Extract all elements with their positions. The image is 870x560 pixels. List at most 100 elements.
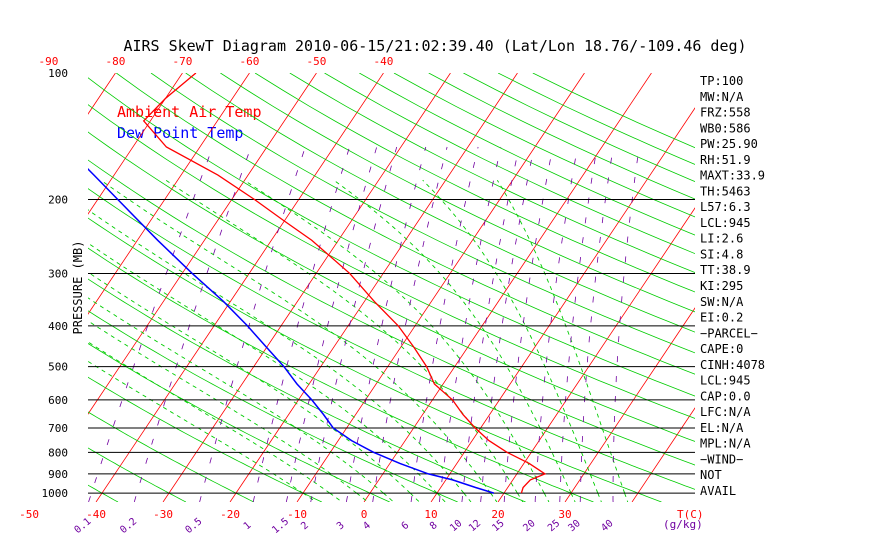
bottom-temp-tick-label: -50 [19, 508, 39, 521]
dry-adiabat-line [428, 73, 695, 200]
stability-index-label: LCL:945 [700, 216, 751, 230]
dry-adiabat-line [88, 411, 254, 502]
bottom-temp-tick-label: -30 [153, 508, 173, 521]
dry-adiabat-line [88, 77, 695, 397]
stability-index-label: FRZ:558 [700, 106, 751, 120]
pressure-tick-label: 800 [48, 446, 68, 459]
moist-adiabat-line [409, 492, 420, 502]
moist-adiabat-line [333, 179, 572, 494]
dry-adiabat-line [88, 484, 119, 502]
stability-index-label: −PARCEL− [700, 326, 758, 340]
dry-adiabat-line [88, 247, 594, 502]
pressure-tick-label: 200 [48, 193, 68, 206]
mixing-ratio-tick-label: 10 [448, 518, 464, 534]
bottom-temp-tick-label: 10 [424, 508, 437, 521]
top-temp-tick-label: -40 [374, 55, 394, 68]
stability-index-label: −WIND− [700, 452, 743, 466]
mixing-ratio-tick-label: 6 [400, 520, 412, 532]
stability-index-label: CAP:0.0 [700, 389, 751, 403]
stability-index-label: MPL:N/A [700, 437, 751, 451]
mixing-ratio-tick-label: 1 [242, 520, 254, 532]
top-temp-tick-label: -90 [39, 55, 59, 68]
isotherm-line [162, 73, 451, 502]
dry-adiabat-line [88, 188, 695, 490]
moist-adiabat-line [624, 492, 629, 502]
stability-index-label: NOT [700, 468, 722, 482]
moist-adiabat-line [88, 360, 304, 494]
moist-adiabat-line [302, 492, 317, 502]
isotherm-line [430, 107, 695, 502]
moist-adiabat-line [88, 271, 411, 494]
mixing-ratio-tick-label: 8 [428, 520, 440, 532]
sounding-profiles [88, 73, 547, 494]
isotherm-line [95, 73, 384, 502]
stability-index-label: TH:5463 [700, 184, 751, 198]
pressure-tick-label: 400 [48, 320, 68, 333]
bottom-temp-tick-label: -20 [220, 508, 240, 521]
pressure-tick-label: 600 [48, 394, 68, 407]
stability-index-label: SI:4.8 [700, 247, 743, 261]
stability-index-label: AVAIL [700, 484, 736, 498]
stability-index-label: PW:25.90 [700, 137, 758, 151]
moist-adiabat-line [543, 492, 550, 502]
moist-adiabat-line [88, 242, 438, 494]
mixing-ratio-tick-label: 2 [299, 520, 311, 532]
bottom-temp-tick-label: -40 [86, 508, 106, 521]
isobar-lines [88, 198, 695, 494]
pressure-tick-label: 300 [48, 267, 68, 280]
mixing-ratio-tick-label: 40 [599, 518, 615, 534]
dry-adiabat-line [150, 73, 695, 354]
isotherm-line [631, 407, 695, 502]
dry-adiabat-line [88, 310, 458, 502]
dry-adiabat-line [359, 73, 695, 236]
stability-index-label: RH:51.9 [700, 153, 751, 167]
mixing-ratio-line [199, 146, 306, 502]
stability-index-label: LCL:945 [700, 374, 751, 388]
moist-adiabat-line [356, 492, 369, 502]
mixing-ratio-line [410, 146, 479, 502]
moist-adiabat-line [329, 492, 343, 502]
mixing-ratio-line [372, 146, 448, 502]
mixing-ratio-tick-label: 20 [521, 518, 537, 534]
mixing-ratio-tick-label: 0.2 [118, 516, 139, 536]
dry-adiabat-line [220, 73, 695, 313]
stability-index-label: LI:2.6 [700, 232, 743, 246]
mixing-ratio-tick-label: 4 [361, 520, 373, 532]
moist-adiabat-line [436, 492, 446, 502]
bottom-temp-tick-label: 30 [558, 508, 571, 521]
mixing-ratio-line [579, 146, 614, 502]
stability-index-label: TT:38.9 [700, 263, 751, 277]
stability-index-label: KI:295 [700, 279, 743, 293]
dry-adiabat-line [88, 217, 662, 502]
top-temp-tick-label: -60 [240, 55, 260, 68]
mixing-ratio-tick-label: 3 [335, 520, 347, 532]
moist-adiabat-line [165, 179, 518, 494]
bottom-temp-tick-label: 20 [491, 508, 504, 521]
mixing-ratio-tick-label: 0.5 [184, 516, 205, 536]
mixing-ratio-line [285, 146, 378, 502]
y-axis-label: PRESSURE (MB) [71, 241, 85, 335]
isotherm-line [363, 73, 652, 502]
isotherm-line [88, 73, 183, 215]
legend-ambient-air-temp: Ambient Air Temp [117, 103, 262, 121]
bottom-temp-tick-label: -10 [287, 508, 307, 521]
stability-index-label: L57:6.3 [700, 200, 751, 214]
dry-adiabat-line [116, 73, 695, 375]
pressure-tick-label: 500 [48, 361, 68, 374]
top-temp-tick-label: -50 [307, 55, 327, 68]
dry-adiabat-line [289, 73, 695, 274]
isotherm-line [88, 73, 116, 115]
stability-index-label: EL:N/A [700, 421, 744, 435]
isotherm-line [88, 73, 317, 415]
chart-title: AIRS SkewT Diagram 2010-06-15/21:02:39.4… [123, 37, 746, 55]
moist-adiabat-line [88, 297, 384, 494]
dry-adiabat-line [88, 343, 390, 502]
dry-adiabat-line [324, 73, 695, 255]
stability-index-label: CAPE:0 [700, 342, 743, 356]
dry-adiabat-line [88, 159, 695, 466]
stability-index-label: WB0:586 [700, 121, 751, 135]
stability-index-label: LFC:N/A [700, 405, 751, 419]
moist-adiabat-line [597, 492, 602, 502]
moist-adiabat-line [88, 209, 465, 494]
